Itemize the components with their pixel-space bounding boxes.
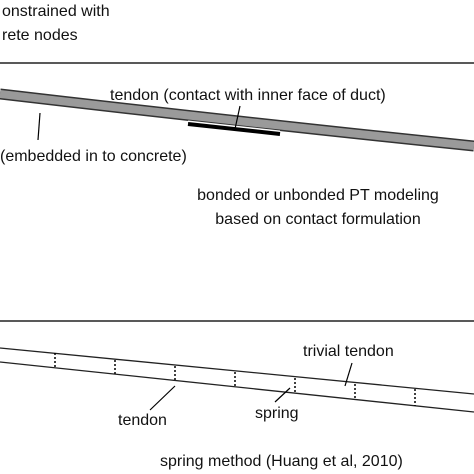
tendon bbox=[0, 361, 474, 413]
leader bbox=[274, 387, 291, 403]
tendon-edge bbox=[187, 120, 281, 138]
springs bbox=[54, 353, 416, 406]
leader bbox=[149, 385, 176, 411]
caption: spring method (Huang et al, 2010) bbox=[160, 453, 403, 470]
label: onstrained with bbox=[2, 3, 110, 20]
label: (embedded in to concrete) bbox=[0, 148, 187, 165]
label: spring bbox=[255, 405, 299, 422]
label: tendon (contact with inner face of duct) bbox=[110, 87, 386, 104]
leader bbox=[344, 362, 353, 387]
trivial-tendon bbox=[0, 347, 474, 395]
caption: bonded or unbonded PT modeling bbox=[197, 187, 439, 204]
label: trivial tendon bbox=[303, 343, 394, 360]
tendon-segment bbox=[187, 122, 281, 136]
label: rete nodes bbox=[2, 27, 78, 44]
caption: based on contact formulation bbox=[215, 211, 420, 228]
duct bbox=[0, 90, 474, 150]
leader bbox=[234, 105, 241, 130]
label: tendon bbox=[118, 412, 167, 429]
leader bbox=[37, 112, 41, 141]
